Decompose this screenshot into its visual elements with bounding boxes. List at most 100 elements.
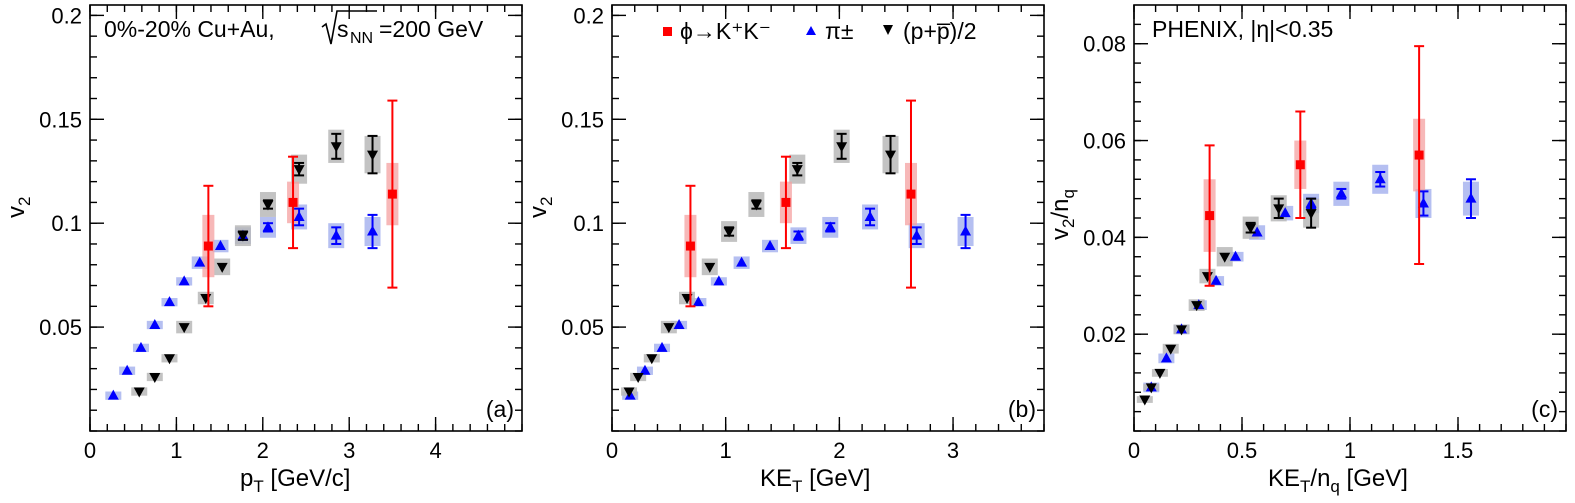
proton-point [1191, 301, 1203, 312]
proton-point [1305, 209, 1317, 220]
proton-point [1154, 368, 1166, 379]
proton-point [216, 262, 228, 273]
phi-point [906, 189, 916, 199]
pion-point [214, 240, 226, 251]
y-tick-label: 0.2 [51, 3, 82, 28]
plot-frame [1133, 4, 1567, 432]
pion-point [178, 275, 190, 286]
pion-point [792, 229, 804, 240]
proton-point [663, 323, 675, 334]
x-tick-label: 0 [1128, 438, 1140, 463]
data-marks [621, 99, 974, 400]
y-axis-title: v2 [3, 197, 34, 218]
x-tick-label: 0 [606, 438, 618, 463]
data-marks [1136, 45, 1479, 406]
y-tick-label: 0.06 [1083, 129, 1126, 154]
phi-point [685, 241, 695, 251]
phi-point [1205, 211, 1215, 221]
sqrt-s-sub: NN [350, 30, 373, 47]
phi-point [387, 189, 397, 199]
proton-point [1219, 252, 1231, 263]
y-tick-label: 0.02 [1083, 322, 1126, 347]
plot-frame [89, 4, 523, 432]
legend-proton-label: (p+p̅)/2 [903, 18, 977, 44]
proton-point [632, 372, 644, 383]
proton-point [623, 387, 635, 398]
proton-point [723, 227, 735, 238]
proton-point [1273, 204, 1285, 215]
proton-point [330, 142, 342, 153]
y-axis-title: v2/nq [1047, 189, 1078, 240]
proton-point [1139, 395, 1151, 406]
phi-point [1414, 150, 1424, 160]
pion-point [1417, 197, 1429, 208]
collision-annotation: 0%-20% Cu+Au, [104, 16, 275, 42]
pion-point [135, 341, 147, 352]
proton-point [149, 372, 161, 383]
pion-point [107, 389, 119, 400]
proton-point [1165, 344, 1177, 355]
axis-ticks: 0 1 2 3 0.05 0.1 0.15 0.2 [561, 3, 1045, 463]
pion-point [1335, 187, 1347, 198]
x-axis-title: KET [GeV] [760, 465, 870, 496]
pion-point [1160, 352, 1172, 363]
y-tick-label: 0.08 [1083, 32, 1126, 57]
x-tick-label: 3 [343, 438, 355, 463]
proton-point [262, 200, 274, 211]
legend-pion-marker [806, 26, 816, 35]
proton-point [704, 262, 716, 273]
panel-label: (a) [486, 396, 514, 422]
sqrt-symbol [321, 10, 377, 45]
proton-point [133, 387, 145, 398]
pion-point [121, 364, 133, 375]
x-tick-label: 1 [1344, 438, 1356, 463]
phi-point [781, 197, 791, 207]
x-tick-label: 1.5 [1443, 438, 1474, 463]
y-tick-label: 0.2 [573, 3, 604, 28]
pion-point [911, 229, 923, 240]
pion-point [149, 319, 161, 330]
proton-point [791, 165, 803, 176]
x-tick-label: 1 [170, 438, 182, 463]
y-tick-label: 0.05 [561, 315, 604, 340]
proton-point [293, 165, 305, 176]
y-tick-label: 0.1 [573, 211, 604, 236]
proton-point [646, 354, 658, 365]
y-tick-label: 0.04 [1083, 225, 1126, 250]
y-tick-label: 0.05 [39, 315, 82, 340]
pion-point [656, 341, 668, 352]
x-tick-label: 0 [84, 438, 96, 463]
legend-proton-marker [883, 25, 893, 35]
pion-point [824, 221, 836, 232]
pion-point [1251, 226, 1263, 237]
proton-point [750, 200, 762, 211]
pion-point [1465, 192, 1477, 203]
proton-point [1176, 325, 1188, 336]
proton-point [178, 323, 190, 334]
proton-point [163, 354, 175, 365]
plot-frame [611, 4, 1045, 432]
proton-point [367, 150, 379, 161]
pion-point [692, 296, 704, 307]
experiment-annotation: PHENIX, |η|<0.35 [1152, 16, 1333, 42]
x-tick-label: 0.5 [1227, 438, 1258, 463]
proton-point [836, 142, 848, 153]
pion-point [163, 296, 175, 307]
legend-phi-label: ϕ→K⁺K⁻ [680, 18, 771, 44]
panel-c: 0 0.5 1 1.5 0.02 0.04 0.06 0.08 (c) PHENIX, |η|… [1047, 4, 1567, 496]
legend-phi-marker [663, 27, 672, 36]
energy-text: =200 GeV [379, 16, 484, 42]
pion-point [864, 210, 876, 221]
panel-b: 0 1 2 3 0.05 0.1 0.15 0.2 (b) KET [GeV] v2 ϕ→K⁺… [525, 3, 1045, 496]
pion-point [736, 256, 748, 267]
pion-point [960, 225, 972, 236]
pion-point [764, 240, 776, 251]
x-tick-label: 1 [720, 438, 732, 463]
pion-point [1279, 207, 1291, 218]
y-axis-title: v2 [525, 197, 556, 218]
panel-label: (c) [1531, 396, 1558, 422]
pion-point [713, 275, 725, 286]
y-tick-label: 0.15 [39, 107, 82, 132]
y-tick-label: 0.15 [561, 107, 604, 132]
